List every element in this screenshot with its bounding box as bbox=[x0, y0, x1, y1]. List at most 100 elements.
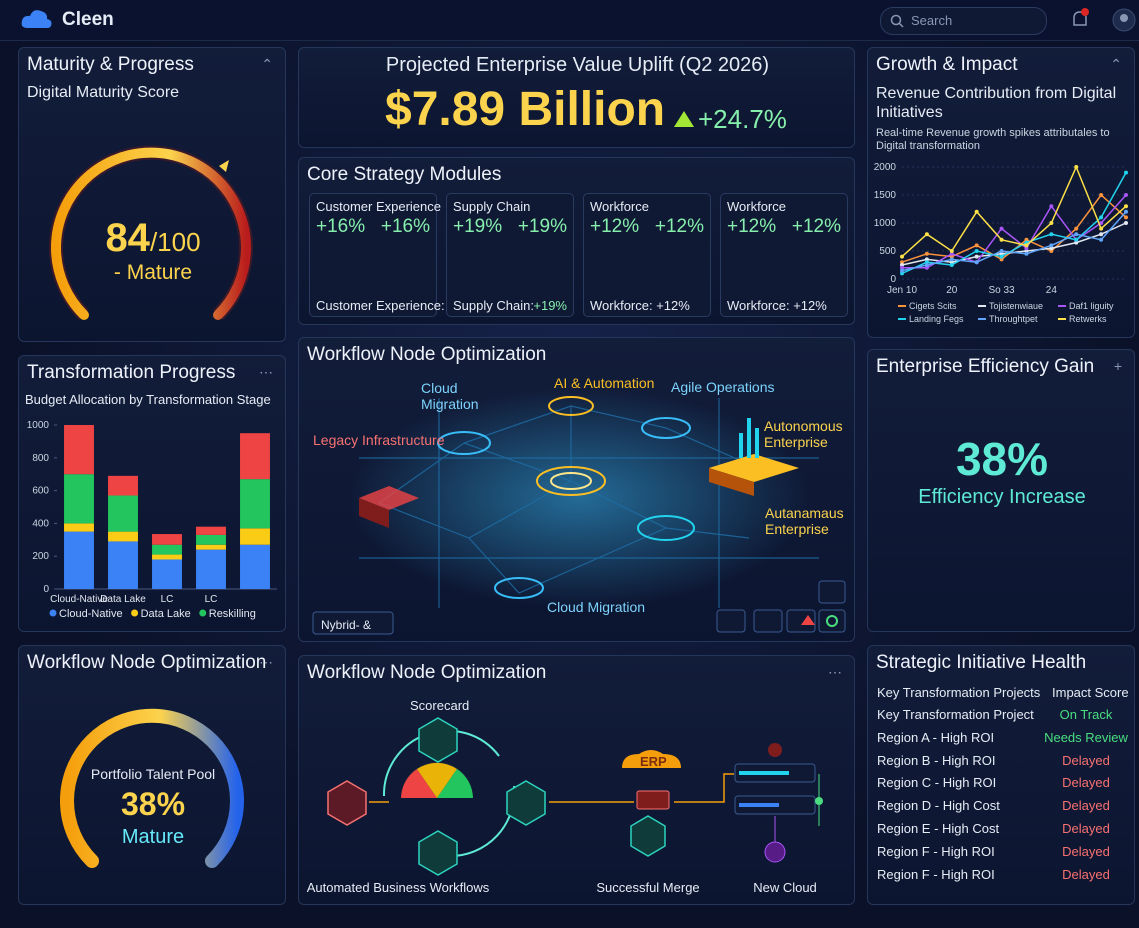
module-card: Customer Experience +16% +16% Customer Expe… bbox=[309, 193, 445, 317]
bar-segment bbox=[152, 534, 182, 545]
line-point bbox=[999, 249, 1004, 253]
more[interactable]: ⋯ bbox=[259, 364, 273, 380]
line-point bbox=[1074, 240, 1079, 245]
panel-title: Workflow Node Optimization bbox=[307, 344, 547, 365]
line-point bbox=[974, 254, 979, 259]
logo bbox=[21, 10, 52, 28]
line-point bbox=[949, 249, 954, 253]
line-series bbox=[901, 172, 1127, 275]
line-point bbox=[999, 251, 1004, 256]
project-name: Region E - High Cost bbox=[877, 821, 1000, 836]
node-label: AI & Automation bbox=[554, 375, 655, 391]
line-point bbox=[1024, 237, 1029, 242]
bar-segment bbox=[108, 495, 138, 532]
module-footer: +19% bbox=[533, 298, 567, 313]
efficiency-label: Efficiency Increase bbox=[918, 486, 1086, 508]
more[interactable]: ⋯ bbox=[828, 664, 842, 680]
line-point bbox=[1049, 243, 1054, 248]
line-point bbox=[900, 254, 904, 259]
y-tick-label: 2000 bbox=[874, 162, 897, 173]
x-tick-label: So 33 bbox=[988, 285, 1015, 296]
legend-label: Cigets Scits bbox=[909, 301, 957, 311]
module-footer: Customer Experience: bbox=[316, 298, 445, 313]
line-point bbox=[924, 257, 929, 262]
line-point bbox=[949, 263, 954, 267]
x-tick-label: Cloud-Native bbox=[50, 594, 108, 605]
scorecard-panel: Workflow Node Optimization ⋯ Scorecard A… bbox=[298, 655, 855, 905]
legend-swatch bbox=[49, 609, 57, 617]
project-status: Delayed bbox=[1062, 798, 1110, 814]
avatar[interactable] bbox=[1112, 8, 1136, 32]
line-point bbox=[1024, 243, 1029, 248]
project-status: Delayed bbox=[1062, 821, 1110, 836]
line-point bbox=[924, 263, 929, 267]
bar-segment bbox=[64, 425, 94, 475]
search-box[interactable]: Search bbox=[880, 7, 1047, 35]
line-point bbox=[924, 232, 929, 237]
bar-segment bbox=[152, 559, 182, 589]
line-point bbox=[924, 260, 929, 265]
line-point bbox=[1049, 249, 1054, 253]
x-tick-label: LC bbox=[205, 594, 218, 605]
subtitle: Digital Maturity Score bbox=[27, 84, 180, 101]
module-change: +12% bbox=[654, 216, 704, 237]
collapse[interactable]: ⌃ bbox=[261, 56, 273, 72]
module-change: +12% bbox=[791, 216, 841, 237]
panel-title: Core Strategy Modules bbox=[307, 164, 502, 185]
talent-status: Mature bbox=[121, 826, 185, 848]
line-series bbox=[902, 194, 1127, 269]
node-footer: Nybrid- & bbox=[321, 618, 372, 632]
project-status: On Track bbox=[1059, 707, 1113, 722]
line-point bbox=[1099, 221, 1104, 225]
more[interactable]: ⋯ bbox=[259, 654, 273, 670]
module-name: Supply Chain bbox=[453, 199, 531, 214]
line-point bbox=[1124, 209, 1128, 214]
line-point bbox=[999, 257, 1004, 262]
x-tick-label: Jen 10 bbox=[887, 285, 917, 296]
line-point bbox=[1049, 232, 1054, 237]
line-point bbox=[999, 254, 1004, 259]
maturity-panel: Maturity & Progress ⌃ Digital Maturity S… bbox=[18, 47, 286, 342]
bar-segment bbox=[196, 544, 226, 550]
line-point bbox=[1099, 226, 1104, 231]
line-point bbox=[924, 265, 929, 270]
y-tick-label: 800 bbox=[32, 453, 49, 464]
panel-title: Workflow Node Optimization bbox=[307, 662, 547, 683]
bell-icon[interactable] bbox=[1070, 8, 1090, 31]
line-series bbox=[901, 211, 1127, 272]
column-header: Key Transformation Projects bbox=[877, 685, 1041, 700]
column-header: Impact Score bbox=[1052, 685, 1129, 700]
bar-segment bbox=[64, 531, 94, 589]
line-point bbox=[999, 237, 1004, 242]
module-footer: Workforce: +12% bbox=[590, 298, 690, 313]
legend-swatch bbox=[199, 609, 207, 617]
y-tick-label: 400 bbox=[32, 518, 49, 529]
legend-label: Cloud-Native bbox=[59, 608, 123, 620]
x-tick-label: 24 bbox=[1046, 285, 1058, 296]
project-name: Region D - High Cost bbox=[877, 798, 1000, 814]
legend-label: Throughtpet bbox=[989, 314, 1038, 324]
talent-label: Portfolio Talent Pool bbox=[90, 766, 216, 782]
line-chart: 0 500 1000 1500 2000 Jen 10 20 So 33 24 Cigets Sc… bbox=[874, 162, 1128, 324]
bar-segment bbox=[64, 474, 94, 524]
step-label: Scorecard bbox=[410, 698, 470, 713]
collapse[interactable]: ⌃ bbox=[1110, 56, 1122, 72]
add[interactable]: + bbox=[1113, 358, 1122, 374]
panel-title: Transformation Progress bbox=[27, 362, 236, 383]
line-point bbox=[900, 260, 904, 265]
node-label: Agile Operations bbox=[671, 379, 775, 395]
x-tick-label: Data Lake bbox=[100, 594, 146, 605]
status: - Mature bbox=[113, 261, 193, 284]
line-point bbox=[1124, 221, 1128, 225]
growth-panel: Growth & Impact ⌃ Revenue Contribution f… bbox=[867, 47, 1135, 338]
module-change: +16% bbox=[380, 216, 430, 237]
line-point bbox=[1124, 170, 1128, 175]
line-point bbox=[1074, 232, 1079, 237]
project-status: Delayed bbox=[1062, 752, 1110, 768]
bar-segment bbox=[240, 433, 270, 480]
bar-segment bbox=[240, 479, 270, 529]
bar-segment bbox=[64, 523, 94, 532]
talent-value: 38% bbox=[120, 786, 186, 822]
line-point bbox=[974, 243, 979, 248]
